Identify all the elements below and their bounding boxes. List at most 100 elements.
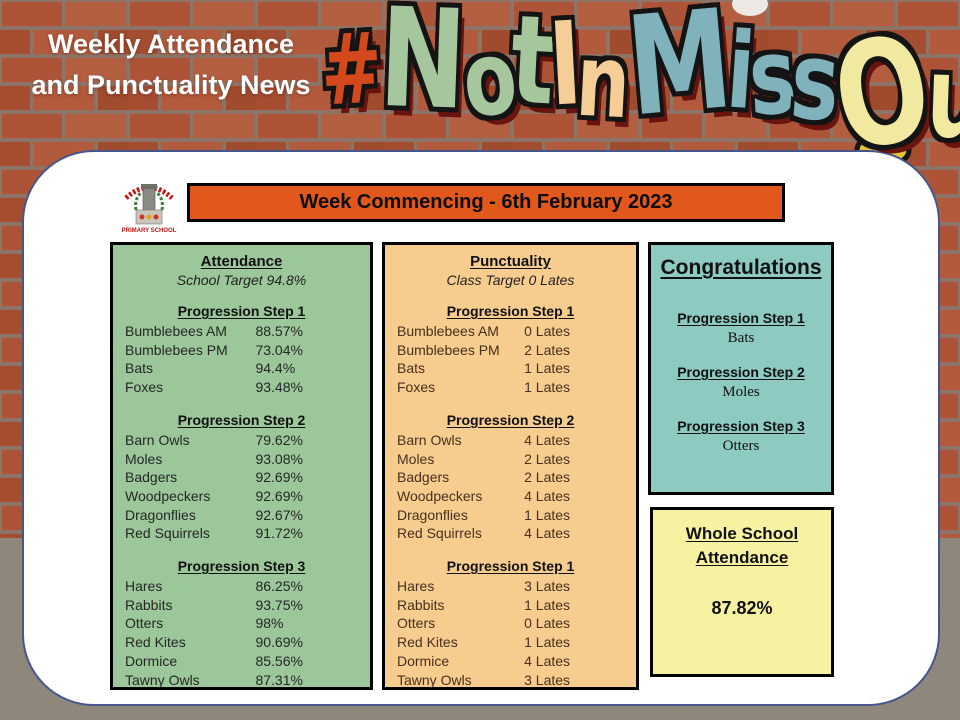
row-name: Red Squirrels <box>397 525 482 542</box>
punctuality-subtitle: Class Target 0 Lates <box>446 272 575 288</box>
award-winner: Moles <box>722 384 760 400</box>
table-row: Rabbits 1 Lates <box>385 596 636 615</box>
row-value: 92.69% <box>255 487 303 504</box>
week-banner-title: Week Commencing - 6th February 2023 <box>299 191 673 213</box>
row-value: 92.69% <box>255 469 303 486</box>
punctuality-sections: Progression Step 1 Bumblebees AM 0 Lates… <box>385 303 636 689</box>
page-title-line2: and Punctuality News <box>31 70 311 100</box>
award: Progression Step 3 Otters <box>651 418 831 455</box>
table-row: Dragonflies 92.67% <box>113 506 370 525</box>
hashtag-letter: n <box>573 23 634 142</box>
row-value: 4 Lates <box>524 431 571 448</box>
hashtag-letter: u <box>923 32 960 165</box>
row-name: Red Kites <box>397 634 458 651</box>
school-logo-bottom-text: PRIMARY SCHOOL <box>122 228 177 234</box>
table-row: Moles 93.08% <box>113 450 370 469</box>
row-name: Badgers <box>397 469 450 486</box>
row-value: 3 Lates <box>524 671 571 688</box>
table-row: Barn Owls 79.62% <box>113 431 370 450</box>
table-row: Badgers 2 Lates <box>385 468 636 487</box>
table-row: Tawny Owls 3 Lates <box>385 671 636 690</box>
school-logo-figure <box>153 214 159 220</box>
row-name: Otters <box>125 615 164 632</box>
row-name: Foxes <box>125 379 164 396</box>
table-row: Foxes 93.48% <box>113 378 370 397</box>
table-row: Bumblebees AM 88.57% <box>113 322 370 341</box>
row-value: 88.57% <box>255 323 303 339</box>
row-value: 73.04% <box>255 341 303 358</box>
section-rows: Hares 86.25% Rabbits 93.75% Otters 98% R… <box>113 577 370 689</box>
row-value: 1 Lates <box>524 360 571 377</box>
school-logo-figure <box>139 214 145 220</box>
attendance-section: Progression Step 3 Hares 86.25% Rabbits … <box>113 558 370 689</box>
row-value: 2 Lates <box>524 341 571 358</box>
whole-school-value: 87.82% <box>711 598 773 618</box>
table-row: Badgers 92.69% <box>113 468 370 487</box>
row-name: Dragonflies <box>397 506 468 523</box>
table-row: Hares 3 Lates <box>385 577 636 596</box>
table-row: Bumblebees PM 2 Lates <box>385 341 636 360</box>
table-row: Tawny Owls 87.31% <box>113 671 370 690</box>
row-name: Tawny Owls <box>125 671 200 688</box>
row-value: 85.56% <box>255 652 303 669</box>
punctuality-section: Progression Step 1 Hares 3 Lates Rabbits… <box>385 558 636 689</box>
section-heading: Progression Step 3 <box>177 558 306 575</box>
award-winner: Bats <box>727 330 755 346</box>
row-value: 79.62% <box>255 431 303 448</box>
school-logo-figure <box>146 214 152 220</box>
school-logo: PRIMARY SCHOOL <box>122 184 177 234</box>
row-name: Woodpeckers <box>397 487 483 504</box>
whole-school-panel: Whole School Attendance 87.82% <box>650 507 834 677</box>
row-name: Bumblebees PM <box>397 341 500 358</box>
row-name: Dragonflies <box>125 506 196 523</box>
attendance-sections: Progression Step 1 Bumblebees AM 88.57% … <box>113 303 370 689</box>
row-value: 2 Lates <box>524 469 571 486</box>
row-value: 92.67% <box>255 506 303 523</box>
school-logo-wreath-left <box>134 190 143 211</box>
row-name: Rabbits <box>397 596 445 613</box>
punctuality-section: Progression Step 2 Barn Owls 4 Lates Mol… <box>385 412 636 543</box>
row-name: Hares <box>125 578 163 595</box>
table-row: Bats 1 Lates <box>385 359 636 378</box>
row-value: 1 Lates <box>524 506 571 523</box>
row-value: 4 Lates <box>524 487 571 504</box>
hashtag-letter: # <box>317 11 386 128</box>
school-logo-wreath-right <box>155 190 164 211</box>
award-heading: Progression Step 1 <box>677 310 805 326</box>
hashtag-logo: #NotInMissOut <box>317 0 960 184</box>
table-row: Dragonflies 1 Lates <box>385 506 636 525</box>
row-value: 4 Lates <box>524 652 571 669</box>
table-row: Red Squirrels 91.72% <box>113 524 370 543</box>
row-name: Otters <box>397 615 436 632</box>
award-winner: Otters <box>722 438 760 454</box>
section-heading: Progression Step 1 <box>177 303 306 319</box>
row-value: 90.69% <box>255 634 303 651</box>
punctuality-title: Punctuality <box>470 253 551 270</box>
row-name: Tawny Owls <box>397 671 472 688</box>
row-name: Bumblebees AM <box>397 323 499 339</box>
page-title: Weekly Attendance and Punctuality News <box>10 24 332 106</box>
table-row: Woodpeckers 4 Lates <box>385 487 636 506</box>
congratulations-title: Congratulations <box>660 256 822 279</box>
award-heading: Progression Step 2 <box>677 364 805 380</box>
row-name: Rabbits <box>125 596 173 613</box>
row-value: 94.4% <box>255 360 296 377</box>
row-value: 1 Lates <box>524 379 571 396</box>
row-value: 93.75% <box>255 596 303 613</box>
table-row: Rabbits 93.75% <box>113 596 370 615</box>
row-value: 87.31% <box>255 671 303 688</box>
table-row: Foxes 1 Lates <box>385 378 636 397</box>
row-value: 86.25% <box>255 578 303 595</box>
section-rows: Bumblebees AM 0 Lates Bumblebees PM 2 La… <box>385 322 636 397</box>
section-rows: Barn Owls 79.62% Moles 93.08% Badgers 92… <box>113 431 370 543</box>
school-logo-arc-text <box>124 185 174 200</box>
hashtag-letter: M <box>621 0 738 148</box>
table-row: Bumblebees AM 0 Lates <box>385 322 636 341</box>
row-name: Hares <box>397 578 435 595</box>
table-row: Dormice 85.56% <box>113 652 370 671</box>
row-value: 1 Lates <box>524 596 571 613</box>
section-heading: Progression Step 2 <box>177 411 306 428</box>
row-value: 1 Lates <box>524 634 571 651</box>
row-name: Bats <box>397 360 426 377</box>
